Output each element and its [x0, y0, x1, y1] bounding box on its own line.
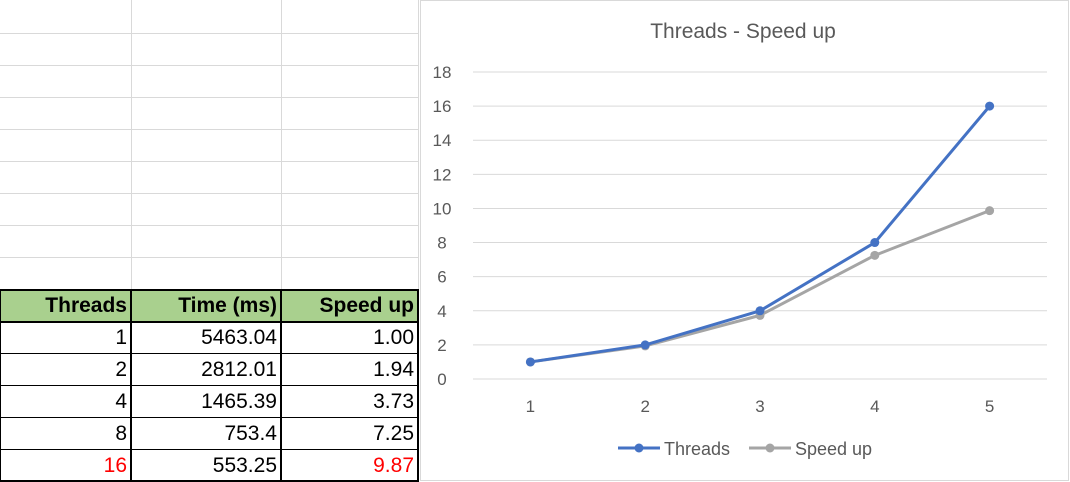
- grid-col-line: [281, 0, 282, 290]
- x-tick-label: 3: [755, 397, 764, 416]
- grid-col-line: [131, 0, 132, 290]
- cell-speedup[interactable]: 3.73: [373, 390, 414, 413]
- grid-line: [0, 161, 418, 162]
- x-axis-ticks: 1 2 3 4 5: [526, 397, 995, 416]
- legend-threads-marker: [634, 443, 644, 453]
- table-border: [0, 289, 1, 482]
- legend-speedup-marker: [765, 443, 775, 453]
- data-point-threads[interactable]: [985, 101, 995, 111]
- data-point-speed-up[interactable]: [870, 250, 880, 260]
- data-point-threads[interactable]: [755, 306, 765, 316]
- cell-speedup[interactable]: 1.00: [373, 326, 414, 349]
- cell-threads[interactable]: 8: [115, 422, 127, 445]
- cell-speedup[interactable]: 1.94: [373, 358, 414, 381]
- cell-time[interactable]: 5463.04: [201, 326, 277, 349]
- grid-line: [0, 129, 418, 130]
- data-point-threads[interactable]: [640, 340, 650, 350]
- y-tick-label: 16: [433, 97, 452, 116]
- cell-speedup[interactable]: 7.25: [373, 422, 414, 445]
- y-tick-label: 14: [433, 131, 452, 150]
- cell-threads[interactable]: 16: [103, 453, 127, 477]
- cell-time[interactable]: 1465.39: [201, 390, 277, 413]
- table-border: [417, 289, 419, 482]
- cell-time[interactable]: 753.4: [224, 422, 277, 445]
- x-tick-label: 4: [870, 397, 879, 416]
- grid-line: [0, 257, 418, 258]
- header-speedup[interactable]: Speed up: [281, 290, 418, 322]
- table-border: [0, 480, 419, 482]
- spreadsheet-area: Threads Time (ms) Speed up 1 5463.04 1.0…: [0, 0, 420, 482]
- table-border: [280, 289, 282, 482]
- grid-line: [0, 65, 418, 66]
- table-border: [130, 289, 132, 482]
- cell-speedup[interactable]: 9.87: [373, 453, 414, 477]
- grid-lines: [473, 71, 1047, 380]
- table-border: [0, 289, 419, 291]
- series-line-threads[interactable]: [528, 104, 992, 364]
- data-point-speed-up[interactable]: [985, 206, 995, 216]
- grid-line: [0, 225, 418, 226]
- y-tick-label: 8: [437, 234, 446, 253]
- x-tick-label: 2: [640, 397, 649, 416]
- y-tick-label: 18: [433, 63, 452, 82]
- cell-threads[interactable]: 2: [115, 358, 127, 381]
- y-tick-label: 0: [437, 370, 446, 389]
- y-tick-label: 6: [437, 268, 446, 287]
- y-axis-ticks: 0 2 4 6 8 10 12 14 16 18: [433, 63, 452, 389]
- y-tick-label: 10: [433, 199, 452, 218]
- legend-speedup-label: Speed up: [795, 439, 872, 459]
- data-point-threads[interactable]: [870, 238, 880, 248]
- series-line-speed-up[interactable]: [528, 209, 992, 364]
- x-tick-label: 1: [526, 397, 535, 416]
- x-tick-label: 5: [985, 397, 994, 416]
- grid-line: [0, 97, 418, 98]
- series-layer: [525, 101, 995, 367]
- legend-threads-label: Threads: [664, 439, 730, 459]
- cell-threads[interactable]: 1: [115, 326, 127, 349]
- header-time[interactable]: Time (ms): [131, 290, 281, 322]
- data-point-threads[interactable]: [525, 357, 535, 367]
- table-border: [0, 353, 419, 354]
- grid-line: [0, 193, 418, 194]
- grid-col-line: [418, 0, 419, 290]
- y-tick-label: 12: [433, 165, 452, 184]
- cell-threads[interactable]: 4: [115, 390, 127, 413]
- table-border: [0, 321, 419, 323]
- table-border: [0, 385, 419, 386]
- y-tick-label: 2: [437, 336, 446, 355]
- chart-title: Threads - Speed up: [650, 20, 836, 43]
- table-border: [0, 417, 419, 418]
- cell-time[interactable]: 553.25: [212, 453, 277, 477]
- grid-line: [0, 33, 418, 34]
- header-threads[interactable]: Threads: [0, 290, 131, 322]
- table-border: [0, 449, 419, 450]
- legend[interactable]: Threads Speed up: [618, 439, 872, 459]
- y-tick-label: 4: [437, 302, 446, 321]
- cell-time[interactable]: 2812.01: [201, 358, 277, 381]
